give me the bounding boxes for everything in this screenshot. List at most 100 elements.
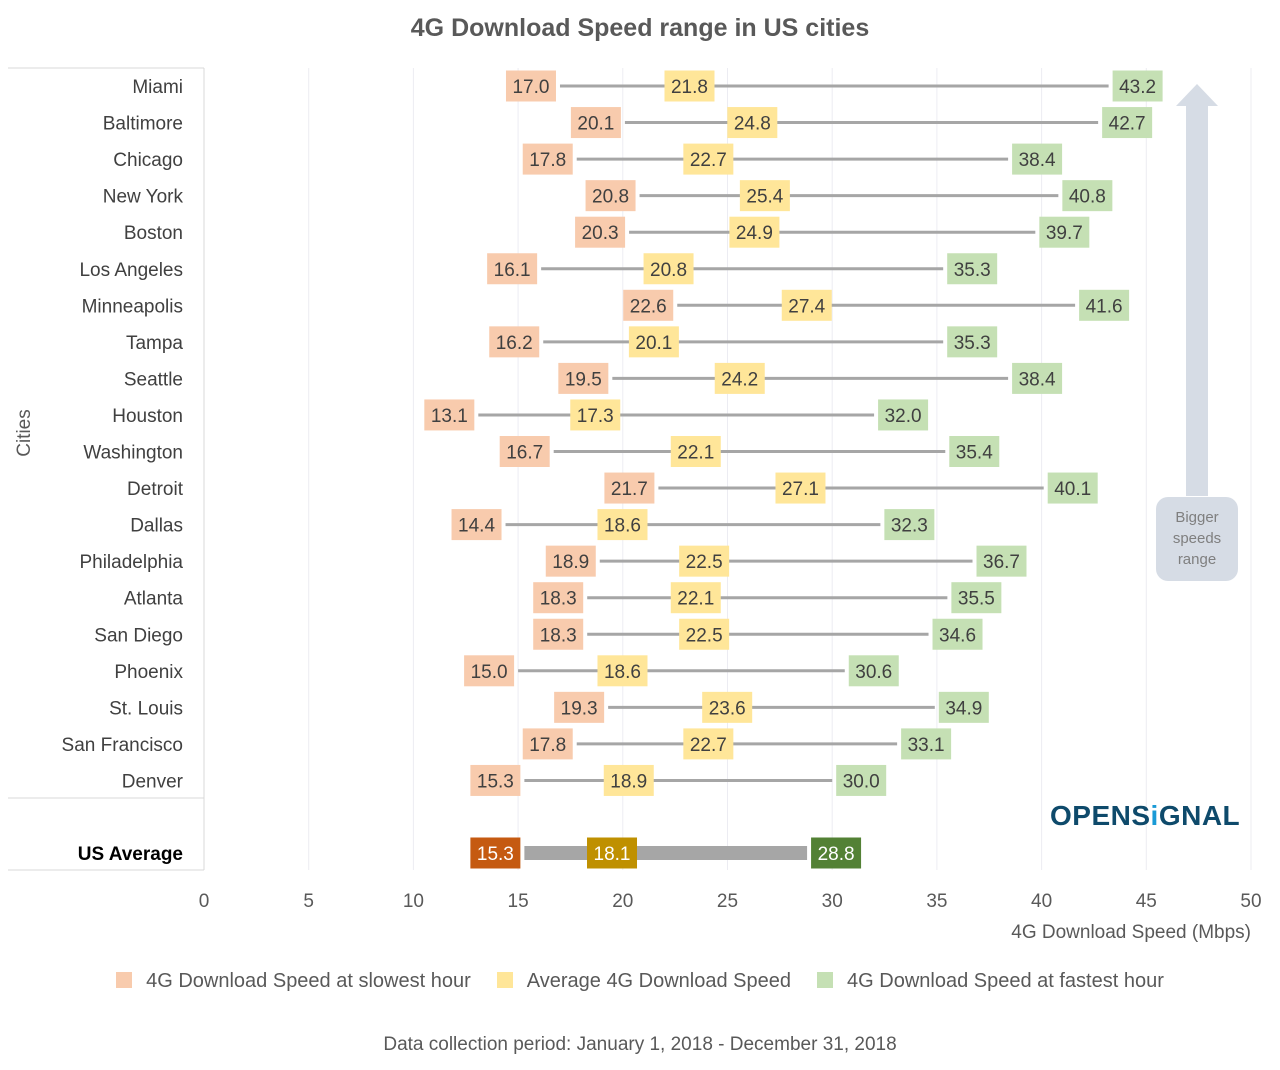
city-label: Washington [83, 443, 183, 464]
x-tick-label: 45 [1136, 891, 1157, 912]
slowest-box [533, 582, 584, 614]
slowest-box [489, 326, 540, 358]
average-box [603, 764, 654, 796]
average-label: 18.9 [610, 771, 647, 792]
average-box [702, 691, 753, 723]
slowest-label: 21.7 [611, 479, 648, 500]
slowest-label: 17.0 [512, 77, 549, 98]
fastest-label: 42.7 [1109, 114, 1146, 135]
average-box [679, 618, 730, 650]
legend-item-average: Average 4G Download Speed [496, 970, 791, 993]
legend: 4G Download Speed at slowest hour Averag… [0, 970, 1280, 993]
average-label: 22.1 [677, 589, 714, 610]
fastest-label: 35.5 [958, 589, 995, 610]
fastest-box [947, 253, 998, 285]
city-label: Boston [124, 223, 183, 244]
slowest-box [451, 509, 502, 541]
us-slowest-label: 15.3 [477, 844, 514, 865]
slowest-label: 19.5 [565, 369, 602, 390]
fastest-label: 32.3 [891, 516, 928, 537]
fastest-label: 30.0 [843, 771, 880, 792]
slowest-label: 16.2 [496, 333, 533, 354]
city-label: Dallas [130, 516, 183, 537]
city-label: San Diego [94, 625, 183, 646]
fastest-label: 35.3 [954, 333, 991, 354]
fastest-box [836, 764, 887, 796]
us-average-box [587, 837, 638, 869]
x-tick-label: 30 [822, 891, 843, 912]
slowest-label: 13.1 [431, 406, 468, 427]
fastest-label: 43.2 [1119, 77, 1156, 98]
x-tick-label: 40 [1031, 891, 1052, 912]
city-label: Seattle [124, 369, 183, 390]
average-box [664, 70, 715, 102]
city-label: Detroit [127, 479, 184, 500]
slowest-label: 18.9 [552, 552, 589, 573]
fastest-box [947, 326, 998, 358]
average-label: 24.8 [734, 114, 771, 135]
city-label: San Francisco [62, 735, 183, 756]
fastest-box [1102, 107, 1153, 139]
average-box [597, 655, 648, 687]
slowest-label: 22.6 [630, 296, 667, 317]
fastest-label: 34.9 [945, 698, 982, 719]
average-box [683, 728, 734, 760]
slowest-box [575, 216, 626, 248]
x-tick-label: 50 [1240, 891, 1261, 912]
average-box [781, 289, 832, 321]
fastest-box [1079, 289, 1130, 321]
average-label: 18.6 [604, 516, 641, 537]
footnote: Data collection period: January 1, 2018 … [383, 1034, 897, 1055]
y-axis-label: Cities [14, 409, 35, 457]
average-label: 27.4 [788, 296, 825, 317]
fastest-box [938, 691, 989, 723]
average-label: 23.6 [709, 698, 746, 719]
average-box [570, 399, 621, 431]
average-box [670, 436, 721, 467]
x-tick-label: 5 [303, 891, 314, 912]
plot-area: 0 5 10 15 20 25 30 35 40 45 50 4G Download Speed (M… [8, 67, 1262, 943]
fastest-box [1012, 143, 1063, 175]
average-box [643, 253, 694, 285]
annotation-arrow-shaft [1186, 104, 1208, 496]
legend-item-fastest: 4G Download Speed at fastest hour [817, 970, 1164, 993]
fastest-label: 39.7 [1046, 223, 1083, 244]
city-label: Phoenix [114, 662, 183, 683]
slowest-box [570, 107, 621, 139]
slowest-box [585, 180, 636, 212]
annotation-box: Bigger speeds range [1156, 497, 1238, 581]
slowest-label: 16.7 [506, 443, 543, 464]
average-box [683, 143, 734, 175]
slowest-box [522, 143, 573, 175]
average-label: 22.7 [690, 735, 727, 756]
slowest-label: 20.1 [577, 114, 614, 135]
fastest-box [951, 582, 1002, 614]
fastest-label: 40.8 [1069, 187, 1106, 208]
average-box [739, 180, 790, 212]
slowest-box [424, 399, 475, 431]
slowest-label: 19.3 [561, 698, 598, 719]
slowest-box [623, 289, 674, 321]
slowest-box [533, 618, 584, 650]
slowest-label: 15.3 [477, 771, 514, 792]
city-label: St. Louis [109, 698, 183, 719]
average-label: 20.1 [635, 333, 672, 354]
average-box [670, 582, 721, 614]
city-label: Tampa [126, 333, 183, 354]
average-label: 27.1 [782, 479, 819, 500]
city-label: Baltimore [103, 114, 183, 135]
fastest-label: 34.6 [939, 625, 976, 646]
us-fastest-label: 28.8 [818, 844, 855, 865]
average-label: 18.6 [604, 662, 641, 683]
slowest-box [487, 253, 538, 285]
fastest-box [884, 509, 935, 541]
slowest-box [464, 655, 515, 687]
us-average-label: US Average [78, 844, 183, 865]
us-average-label: 18.1 [594, 844, 631, 865]
city-label: New York [103, 187, 184, 208]
fastest-box [1112, 70, 1163, 102]
slowest-box [505, 70, 556, 102]
slowest-label: 15.0 [471, 662, 508, 683]
slowest-label: 18.3 [540, 625, 577, 646]
